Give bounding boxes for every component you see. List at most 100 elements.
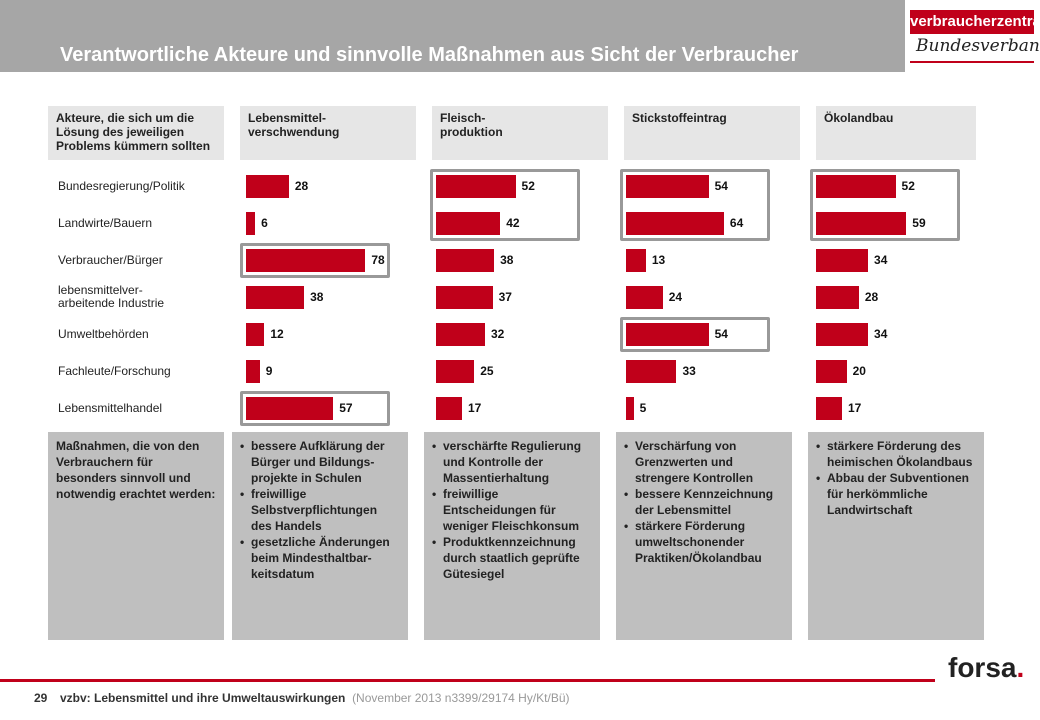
value-label-stickstoffeintrag-0: 54 <box>714 179 728 193</box>
row-label-lebensmittelhandel: Lebensmittelhandel <box>58 401 163 415</box>
measures-stickstoffeintrag: Verschärfung von Grenzwerten und strenge… <box>616 432 792 640</box>
row-label-verbraucher: Verbraucher/Bürger <box>58 253 163 267</box>
highlight-frame-lebensmittelverschwendung <box>240 243 390 278</box>
bar-lebensmittelverschwendung-5 <box>246 360 260 383</box>
bar-oekolandbau-5 <box>816 360 847 383</box>
value-label-oekolandbau-0: 52 <box>901 179 915 193</box>
forsa-wordmark: forsa <box>948 652 1017 683</box>
bar-stickstoffeintrag-5 <box>626 360 677 383</box>
bar-oekolandbau-6 <box>816 397 842 420</box>
logo-underline <box>910 61 1034 63</box>
bar-stickstoffeintrag-4 <box>626 323 709 346</box>
measure-item: gesetzliche Änderungen beim Mindesthaltb… <box>240 534 400 582</box>
value-label-fleischproduktion-1: 42 <box>506 216 520 230</box>
title-bar <box>0 0 905 72</box>
vzbv-logo-subtitle: Bundesverband <box>916 36 1040 56</box>
bar-lebensmittelverschwendung-3 <box>246 286 305 309</box>
value-label-fleischproduktion-4: 32 <box>490 327 505 341</box>
row-label-industrie: lebensmittelver- arbeitende Industrie <box>58 283 165 310</box>
bar-oekolandbau-1 <box>816 212 907 235</box>
highlight-frame-oekolandbau <box>810 169 960 241</box>
row-label-fachleute: Fachleute/Forschung <box>58 364 171 378</box>
footer-rule <box>0 679 935 682</box>
measure-item: verschärfte Regulierung und Kontrolle de… <box>432 438 592 486</box>
value-label-oekolandbau-2: 34 <box>874 253 888 267</box>
row-label-umweltbehoerden: Umweltbehörden <box>58 327 149 341</box>
bar-lebensmittelverschwendung-4 <box>246 323 265 346</box>
bar-fleischproduktion-5 <box>436 360 475 383</box>
value-label-fleischproduktion-0: 52 <box>521 179 535 193</box>
footnote-study: vzbv: Lebensmittel und ihre Umweltauswir… <box>60 691 346 705</box>
bar-oekolandbau-2 <box>816 249 869 272</box>
bar-lebensmittelverschwendung-2 <box>246 249 366 272</box>
vzbv-logo-wordmark: verbraucherzentrale <box>910 10 1040 34</box>
value-label-stickstoffeintrag-6: 5 <box>639 401 647 415</box>
measure-item: stärkere Förderung des heimischen Ökolan… <box>816 438 976 470</box>
bar-lebensmittelverschwendung-1 <box>246 212 256 235</box>
forsa-dot: . <box>1016 652 1025 683</box>
value-label-oekolandbau-5: 20 <box>852 364 866 378</box>
measure-item: bessere Aufklärung der Bürger und Bildun… <box>240 438 400 486</box>
measures-lebensmittelverschwendung: bessere Aufklärung der Bürger und Bildun… <box>232 432 408 640</box>
highlight-frame-stickstoffeintrag <box>620 169 770 241</box>
value-label-oekolandbau-1: 59 <box>912 216 926 230</box>
value-label-stickstoffeintrag-2: 13 <box>651 253 666 267</box>
measure-item: freiwillige Entscheidungen für weniger F… <box>432 486 592 534</box>
bar-fleischproduktion-3 <box>436 286 493 309</box>
value-label-fleischproduktion-5: 25 <box>480 364 494 378</box>
value-label-lebensmittelverschwendung-0: 28 <box>294 179 309 193</box>
value-label-oekolandbau-6: 17 <box>848 401 862 415</box>
bar-fleischproduktion-4 <box>436 323 485 346</box>
bar-stickstoffeintrag-6 <box>626 397 634 420</box>
measure-item: Abbau der Subventionen für herkömmliche … <box>816 470 976 518</box>
bar-lebensmittelverschwendung-0 <box>246 175 289 198</box>
bar-fleischproduktion-1 <box>436 212 501 235</box>
measure-item: stärkere Förderung umweltschonender Prak… <box>624 518 784 566</box>
measure-item: Verschärfung von Grenzwerten und strenge… <box>624 438 784 486</box>
highlight-frame-lebensmittelverschwendung <box>240 391 390 426</box>
measure-item: bessere Kennzeichnung der Lebensmittel <box>624 486 784 518</box>
column-header-lebensmittelverschwendung: Lebensmittel- verschwendung <box>240 106 416 160</box>
value-label-stickstoffeintrag-1: 64 <box>729 216 744 230</box>
value-label-stickstoffeintrag-5: 33 <box>682 364 696 378</box>
page-number: 29 <box>34 691 48 705</box>
row-label-landwirte: Landwirte/Bauern <box>58 216 153 230</box>
bar-fleischproduktion-2 <box>436 249 495 272</box>
column-header-oekolandbau: Ökolandbau <box>816 106 976 160</box>
column-header-fleischproduktion: Fleisch- produktion <box>432 106 608 160</box>
measure-item: Produktkennzeichnung durch staatlich gep… <box>432 534 592 582</box>
bar-fleischproduktion-0 <box>436 175 516 198</box>
value-label-lebensmittelverschwendung-2: 78 <box>371 253 385 267</box>
value-label-lebensmittelverschwendung-4: 12 <box>270 327 284 341</box>
highlight-frame-stickstoffeintrag <box>620 317 770 352</box>
value-label-oekolandbau-3: 28 <box>864 290 879 304</box>
bar-stickstoffeintrag-2 <box>626 249 646 272</box>
forsa-logo: forsa. <box>948 652 1024 684</box>
measures-header: Maßnahmen, die von den Verbrauchern für … <box>48 432 224 640</box>
footnote: vzbv: Lebensmittel und ihre Umweltauswir… <box>60 691 570 705</box>
value-label-fleischproduktion-2: 38 <box>500 253 514 267</box>
bar-oekolandbau-0 <box>816 175 896 198</box>
measures-oekolandbau: stärkere Förderung des heimischen Ökolan… <box>808 432 984 640</box>
value-label-lebensmittelverschwendung-3: 38 <box>310 290 324 304</box>
value-label-lebensmittelverschwendung-6: 57 <box>339 401 353 415</box>
value-label-oekolandbau-4: 34 <box>874 327 888 341</box>
value-label-lebensmittelverschwendung-5: 9 <box>265 364 273 378</box>
bar-fleischproduktion-6 <box>436 397 462 420</box>
value-label-stickstoffeintrag-3: 24 <box>668 290 683 304</box>
value-label-fleischproduktion-6: 17 <box>468 401 482 415</box>
bar-stickstoffeintrag-3 <box>626 286 663 309</box>
bar-oekolandbau-4 <box>816 323 869 346</box>
value-label-lebensmittelverschwendung-1: 6 <box>261 216 268 230</box>
page-title: Verantwortliche Akteure und sinnvolle Ma… <box>60 44 799 66</box>
bar-lebensmittelverschwendung-6 <box>246 397 334 420</box>
row-label-bundesregierung: Bundesregierung/Politik <box>58 179 185 193</box>
measures-fleischproduktion: verschärfte Regulierung und Kontrolle de… <box>424 432 600 640</box>
bar-oekolandbau-3 <box>816 286 859 309</box>
value-label-fleischproduktion-3: 37 <box>498 290 512 304</box>
bar-stickstoffeintrag-1 <box>626 212 724 235</box>
bar-stickstoffeintrag-0 <box>626 175 709 198</box>
column-header-stickstoffeintrag: Stickstoffeintrag <box>624 106 800 160</box>
footnote-meta: (November 2013 n3399/29174 Hy/Kt/Bü) <box>352 691 570 705</box>
measure-item: freiwillige Selbstverpflichtungen des Ha… <box>240 486 400 534</box>
